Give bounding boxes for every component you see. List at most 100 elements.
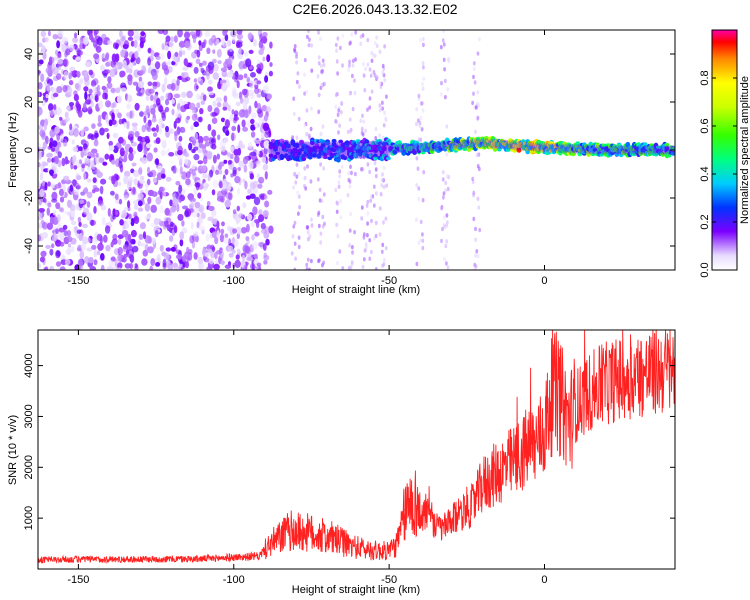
noise-cell (366, 37, 370, 43)
noise-cell (297, 171, 301, 177)
noise-cell (114, 193, 119, 200)
noise-cell (207, 216, 214, 222)
noise-cell (245, 195, 252, 200)
noise-cell (415, 183, 419, 188)
noise-cell (227, 49, 231, 56)
noise-cell (147, 81, 153, 87)
band-cell (268, 153, 274, 158)
noise-cell (212, 100, 217, 107)
noise-cell (362, 73, 366, 78)
noise-cell (226, 152, 232, 157)
noise-cell (38, 124, 44, 131)
noise-cell (120, 49, 126, 58)
noise-cell (83, 150, 87, 157)
noise-cell (207, 173, 211, 182)
noise-cell (155, 196, 162, 205)
noise-cell (110, 241, 114, 248)
noise-cell (186, 90, 193, 99)
noise-cell (84, 91, 88, 101)
noise-cell (147, 57, 152, 66)
noise-cell (222, 30, 227, 37)
noise-cell (59, 196, 65, 203)
noise-cell (132, 81, 139, 86)
noise-cell (117, 234, 124, 240)
noise-cell (366, 107, 369, 112)
noise-cell (348, 243, 352, 248)
noise-cell (79, 36, 84, 46)
noise-cell (76, 184, 82, 190)
noise-cell (256, 68, 262, 74)
noise-cell (193, 231, 199, 237)
noise-cell (115, 142, 122, 149)
noise-cell (154, 229, 159, 238)
noise-cell (245, 223, 250, 233)
noise-cell (242, 126, 249, 132)
noise-cell (237, 74, 244, 81)
noise-cell (170, 206, 177, 213)
noise-cell (91, 237, 99, 245)
noise-cell (76, 71, 81, 78)
noise-cell (203, 135, 210, 142)
noise-cell (258, 209, 263, 216)
noise-cell (225, 119, 230, 129)
noise-cell (95, 45, 102, 53)
noise-cell (380, 249, 384, 254)
noise-cell (60, 133, 64, 141)
noise-cell (117, 262, 123, 269)
noise-cell (105, 61, 110, 67)
noise-cell (115, 42, 120, 49)
noise-cell (139, 111, 144, 117)
noise-cell (303, 176, 307, 181)
noise-cell (196, 102, 201, 109)
noise-cell (293, 220, 297, 226)
noise-cell (322, 192, 326, 197)
noise-cell (335, 222, 338, 228)
noise-cell (139, 242, 145, 247)
noise-cell (150, 50, 155, 57)
noise-cell (155, 97, 161, 106)
noise-cell (362, 119, 366, 124)
noise-cell (49, 129, 56, 138)
noise-cell (478, 37, 481, 42)
noise-cell (102, 58, 106, 62)
noise-cell (112, 101, 117, 108)
noise-cell (338, 249, 342, 254)
noise-cell (348, 63, 351, 68)
noise-cell (364, 128, 367, 133)
noise-cell (202, 145, 207, 154)
noise-cell (199, 142, 203, 149)
noise-cell (415, 156, 419, 161)
band-cell (549, 141, 554, 145)
noise-cell (59, 241, 65, 247)
noise-cell (366, 62, 370, 67)
noise-cell (170, 82, 176, 91)
noise-cell (167, 60, 172, 66)
noise-cell (246, 78, 250, 83)
noise-cell (77, 216, 82, 223)
noise-cell (96, 233, 103, 241)
noise-cell (150, 204, 157, 213)
noise-cell (38, 222, 42, 229)
noise-cell (226, 40, 232, 47)
noise-cell (44, 266, 49, 270)
noise-cell (107, 221, 112, 227)
noise-cell (45, 244, 51, 249)
noise-cell (444, 180, 448, 186)
noise-cell (374, 173, 378, 179)
noise-cell (370, 58, 374, 63)
noise-cell (476, 90, 480, 95)
noise-cell (181, 91, 187, 98)
noise-cell (126, 103, 131, 110)
noise-cell (193, 146, 199, 151)
noise-cell (234, 155, 240, 164)
noise-cell (319, 162, 322, 167)
noise-cell (191, 164, 196, 170)
noise-cell (471, 176, 475, 182)
noise-cell (290, 251, 294, 256)
noise-cell (126, 112, 130, 117)
noise-cell (138, 233, 144, 240)
noise-cell (141, 124, 146, 133)
noise-cell (121, 229, 129, 238)
noise-cell (112, 132, 119, 139)
noise-cell (441, 38, 445, 43)
